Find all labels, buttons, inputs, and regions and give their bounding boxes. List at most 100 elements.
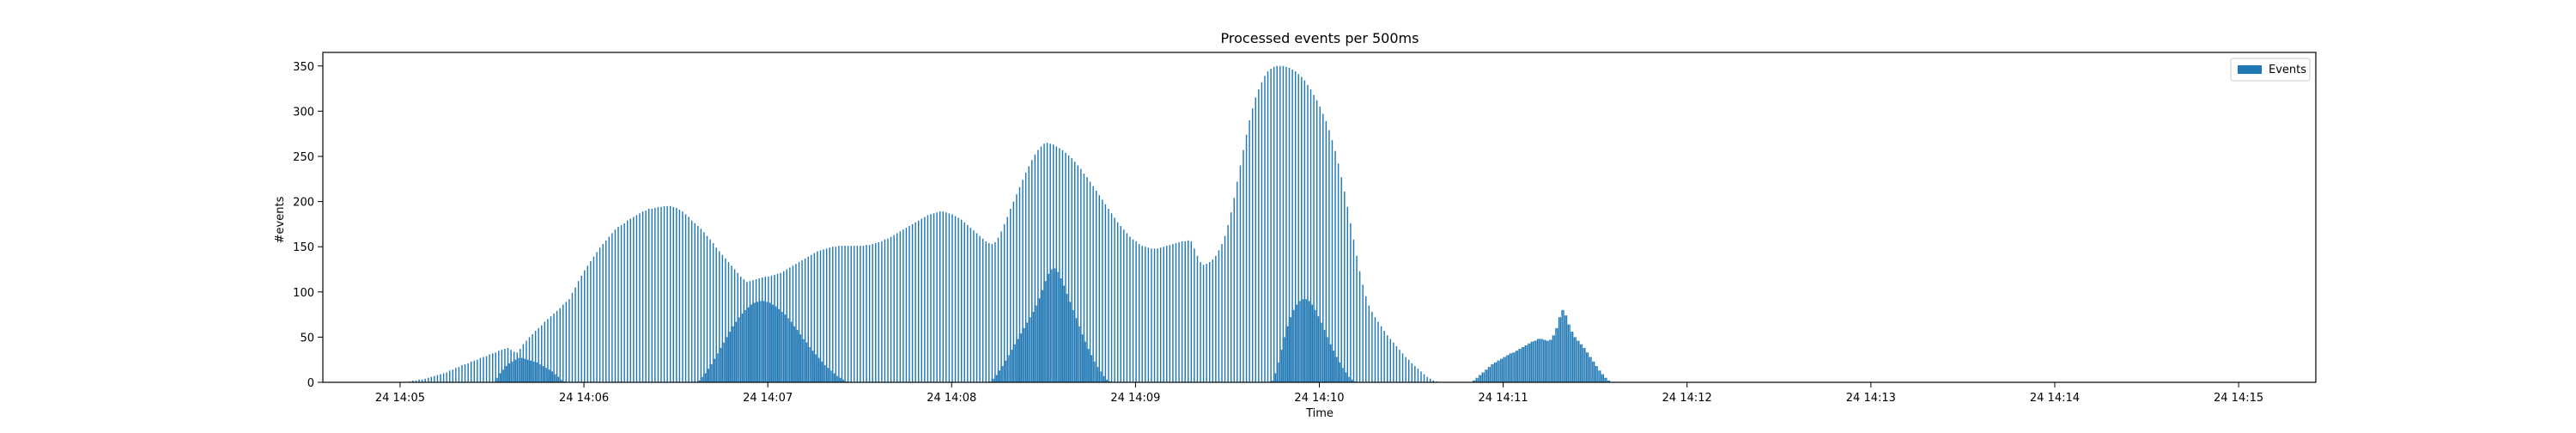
bar — [1202, 265, 1205, 382]
bar — [633, 216, 635, 382]
bar — [1040, 146, 1042, 382]
bar — [1018, 333, 1021, 382]
bar — [1069, 302, 1072, 382]
bar — [1053, 268, 1054, 382]
bar — [1395, 345, 1398, 382]
bar — [760, 301, 762, 382]
bar — [1387, 335, 1388, 382]
bar — [1147, 247, 1150, 382]
bar — [809, 346, 811, 382]
bar — [918, 220, 920, 382]
bar — [1329, 344, 1332, 382]
bar — [1579, 344, 1582, 382]
bar — [709, 363, 711, 382]
bar — [1071, 309, 1072, 382]
bar — [803, 338, 805, 382]
bar — [737, 317, 738, 382]
bar — [975, 233, 978, 382]
bar — [491, 353, 494, 382]
bar — [1524, 345, 1527, 382]
bar — [902, 229, 904, 382]
bar — [495, 352, 496, 382]
bar — [1294, 304, 1297, 382]
bar — [538, 327, 539, 382]
bar — [850, 246, 852, 382]
bar — [1336, 357, 1338, 382]
bar — [1564, 315, 1566, 382]
bar — [1086, 177, 1088, 382]
bar — [1166, 246, 1168, 382]
bar — [838, 246, 840, 382]
bar — [553, 314, 555, 382]
bar — [519, 357, 521, 382]
bar — [1084, 341, 1086, 382]
bar — [967, 224, 969, 382]
bar — [1368, 305, 1370, 382]
bar — [797, 329, 799, 382]
bar — [881, 241, 883, 382]
bar — [1317, 316, 1320, 382]
bar — [418, 379, 420, 382]
bar — [1061, 285, 1064, 382]
bar — [1401, 353, 1404, 382]
bar — [1075, 318, 1078, 382]
bar — [1233, 198, 1236, 382]
bar — [1284, 337, 1285, 382]
bar — [706, 369, 708, 382]
bar — [1071, 158, 1072, 382]
bar — [551, 371, 553, 382]
bar — [1026, 322, 1029, 382]
bar — [729, 332, 731, 382]
bar — [660, 206, 662, 382]
bar — [1048, 273, 1050, 382]
bar — [1429, 378, 1431, 382]
bar — [721, 342, 724, 382]
bar — [1098, 371, 1100, 382]
bar — [1328, 130, 1330, 383]
bar — [1003, 223, 1005, 382]
bar — [868, 245, 871, 382]
bar — [819, 361, 822, 382]
bar — [795, 264, 797, 382]
bar — [623, 223, 625, 382]
bar — [893, 235, 895, 382]
bar — [942, 211, 944, 382]
bar — [744, 309, 746, 382]
y-tick-label: 350 — [293, 61, 314, 74]
bar — [841, 379, 843, 382]
bar — [1423, 374, 1425, 382]
bar — [1251, 108, 1254, 382]
bar — [1014, 344, 1016, 382]
bar — [830, 370, 832, 382]
bar — [1303, 80, 1306, 383]
bar — [727, 262, 730, 382]
bar — [666, 205, 668, 382]
bar — [1557, 327, 1558, 382]
x-tick-label: 24 14:06 — [559, 392, 609, 405]
bar — [708, 369, 709, 382]
y-tick-label: 0 — [307, 377, 314, 390]
bar — [1022, 180, 1024, 382]
bar — [553, 374, 555, 382]
bar — [1506, 355, 1508, 382]
bar — [1325, 120, 1327, 382]
bar — [1578, 340, 1580, 382]
bar — [682, 211, 683, 382]
bar — [1055, 146, 1058, 382]
bar — [807, 256, 809, 382]
bar — [580, 275, 582, 382]
bar — [1483, 372, 1485, 382]
bar — [1003, 360, 1005, 382]
bar — [911, 223, 914, 382]
bar — [1022, 327, 1024, 382]
bar — [542, 366, 544, 382]
bar — [1328, 344, 1330, 382]
bar — [700, 229, 702, 382]
bar — [1245, 134, 1248, 383]
bar — [1055, 271, 1058, 382]
bar — [756, 302, 759, 382]
bar — [516, 357, 518, 382]
bar — [467, 363, 469, 382]
bar — [1315, 316, 1318, 382]
